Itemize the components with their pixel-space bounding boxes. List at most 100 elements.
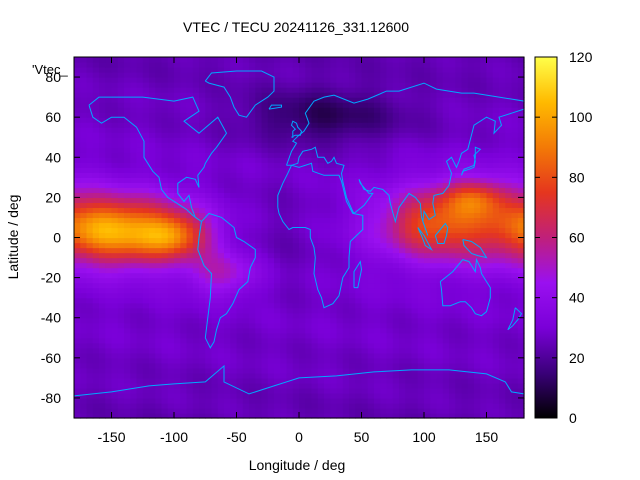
heatmap-cell [386, 242, 394, 249]
heatmap-cell [467, 77, 475, 83]
heatmap-cell [280, 162, 288, 168]
heatmap-cell [349, 412, 356, 419]
heatmap-cell [324, 92, 331, 98]
heatmap-cell [267, 177, 275, 183]
heatmap-cell [74, 82, 81, 88]
heatmap-cell [74, 377, 81, 384]
heatmap-cell [224, 222, 231, 229]
heatmap-cell [392, 292, 400, 299]
heatmap-cell [405, 252, 413, 259]
heatmap-cell [142, 122, 150, 128]
heatmap-cell [386, 117, 394, 123]
heatmap-cell [192, 157, 200, 163]
heatmap-cell [236, 187, 244, 193]
heatmap-cell [261, 72, 269, 78]
heatmap-cell [449, 307, 456, 314]
heatmap-cell [192, 222, 200, 229]
heatmap-cell [105, 77, 113, 83]
heatmap-cell [186, 302, 194, 309]
heatmap-cell [417, 172, 425, 178]
heatmap-cell [517, 317, 525, 324]
heatmap-cell [330, 167, 338, 173]
heatmap-cell [211, 402, 219, 409]
heatmap-cell [449, 297, 456, 304]
heatmap-cell [274, 142, 281, 148]
heatmap-cell [392, 167, 400, 173]
heatmap-cell [130, 297, 138, 304]
heatmap-cell [461, 292, 469, 299]
heatmap-cell [274, 382, 281, 389]
heatmap-cell [117, 107, 125, 113]
heatmap-cell [274, 377, 281, 384]
heatmap-cell [374, 362, 381, 369]
heatmap-cell [380, 132, 388, 138]
heatmap-cell [211, 272, 219, 279]
heatmap-cell [180, 302, 188, 309]
heatmap-cell [136, 217, 144, 224]
heatmap-cell [249, 177, 256, 183]
heatmap-cell [236, 177, 244, 183]
heatmap-cell [317, 207, 325, 214]
heatmap-cell [230, 372, 238, 379]
heatmap-cell [411, 362, 419, 369]
heatmap-cell [274, 157, 281, 163]
heatmap-cell [511, 147, 519, 153]
heatmap-cell [299, 407, 306, 414]
heatmap-cell [117, 407, 125, 414]
heatmap-cell [342, 167, 350, 173]
heatmap-cell [374, 117, 381, 123]
heatmap-cell [311, 297, 319, 304]
heatmap-cell [336, 272, 344, 279]
heatmap-cell [305, 247, 313, 254]
heatmap-cell [280, 312, 288, 319]
heatmap-cell [174, 217, 181, 224]
heatmap-cell [405, 167, 413, 173]
heatmap-cell [461, 267, 469, 274]
heatmap-cell [511, 352, 519, 359]
heatmap-cell [274, 312, 281, 319]
heatmap-cell [461, 222, 469, 229]
heatmap-cell [455, 377, 463, 384]
heatmap-cell [349, 152, 356, 158]
heatmap-cell [499, 412, 506, 419]
heatmap-cell [474, 112, 481, 118]
heatmap-cell [192, 152, 200, 158]
heatmap-cell [342, 72, 350, 78]
heatmap-cell [117, 257, 125, 264]
heatmap-cell [486, 207, 494, 214]
heatmap-cell [105, 257, 113, 264]
heatmap-cell [167, 102, 175, 108]
heatmap-cell [399, 97, 406, 103]
heatmap-cell [111, 332, 119, 339]
heatmap-cell [336, 322, 344, 329]
heatmap-cell [367, 352, 375, 359]
heatmap-cell [142, 162, 150, 168]
heatmap-cell [86, 267, 94, 274]
heatmap-cell [142, 222, 150, 229]
heatmap-cell [286, 97, 294, 103]
heatmap-cell [117, 287, 125, 294]
heatmap-cell [386, 392, 394, 399]
heatmap-cell [105, 292, 113, 299]
heatmap-cell [136, 77, 144, 83]
heatmap-cell [499, 142, 506, 148]
heatmap-cell [267, 237, 275, 244]
heatmap-cell [274, 167, 281, 173]
heatmap-cell [299, 162, 306, 168]
heatmap-cell [305, 367, 313, 374]
heatmap-cell [455, 402, 463, 409]
heatmap-cell [305, 82, 313, 88]
heatmap-cell [199, 337, 206, 344]
heatmap-cell [342, 162, 350, 168]
heatmap-cell [517, 207, 525, 214]
heatmap-cell [105, 357, 113, 364]
heatmap-cell [192, 287, 200, 294]
heatmap-cell [299, 307, 306, 314]
heatmap-cell [267, 297, 275, 304]
heatmap-cell [411, 387, 419, 394]
heatmap-cell [380, 102, 388, 108]
heatmap-cell [111, 222, 119, 229]
heatmap-cell [161, 287, 169, 294]
heatmap-cell [374, 367, 381, 374]
heatmap-cell [224, 202, 231, 209]
